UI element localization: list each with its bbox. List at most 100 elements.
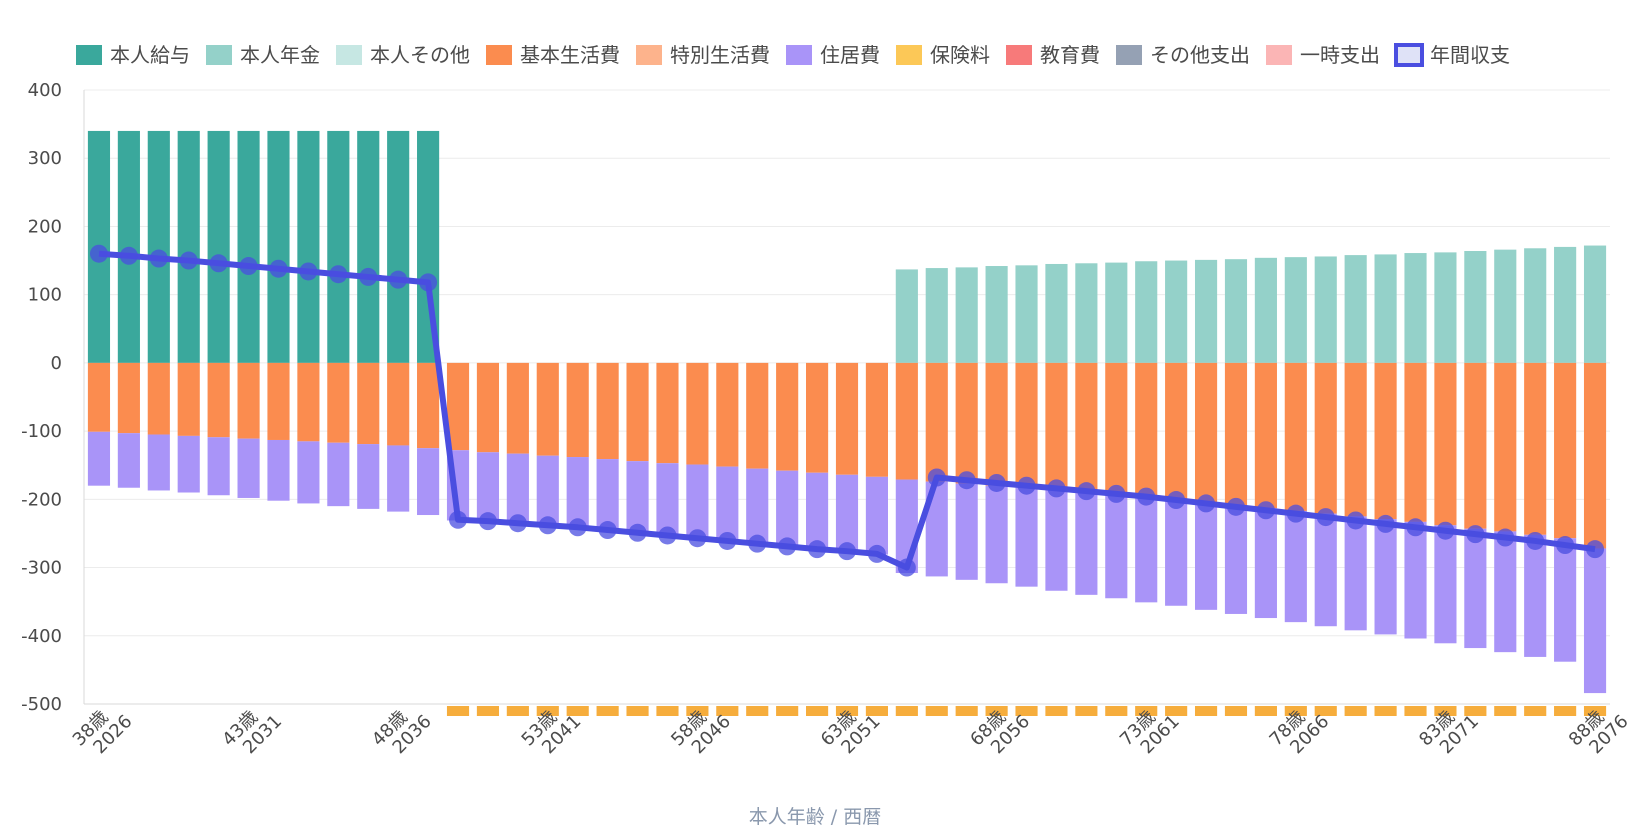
bar-保険料-offscale (1284, 706, 1307, 716)
bar-住居費 (1583, 548, 1607, 694)
bar-基本生活費 (1075, 362, 1098, 494)
y-axis: 400 300 200 100 0 -100 -200 -300 -400 -500 (21, 80, 62, 715)
balance-point (1017, 476, 1036, 495)
balance-point (119, 246, 138, 265)
legend-item[interactable]: 一時支出 (1266, 43, 1380, 67)
bar-保険料-offscale (925, 706, 948, 716)
bar-住居費 (776, 470, 799, 547)
bar-本人給与 (177, 130, 200, 363)
bar-保険料-offscale (1075, 706, 1098, 716)
bar-住居費 (835, 474, 859, 552)
legend-item[interactable]: 本人給与 (76, 43, 190, 67)
bar-住居費 (746, 468, 769, 544)
bar-基本生活費 (1254, 362, 1277, 509)
balance-point (269, 259, 288, 278)
legend-label: 本人給与 (110, 43, 190, 67)
bar-本人年金 (1494, 249, 1517, 363)
bar-住居費 (237, 438, 260, 498)
bar-住居費 (806, 472, 829, 550)
balance-point (1077, 482, 1096, 501)
bar-住居費 (1105, 495, 1128, 599)
balance-point (1286, 504, 1305, 523)
bar-基本生活費 (237, 362, 260, 439)
legend-swatch (1266, 45, 1292, 65)
bar-基本生活費 (716, 362, 739, 467)
bar-保険料-offscale (865, 706, 888, 716)
balance-point (1526, 531, 1545, 550)
bar-住居費 (177, 435, 200, 493)
bar-保険料-offscale (1105, 706, 1128, 716)
bar-基本生活費 (87, 362, 111, 432)
legend-label: その他支出 (1150, 43, 1250, 67)
legend-label: 保険料 (930, 43, 990, 67)
bar-保険料-offscale (1434, 706, 1457, 716)
balance-point (1226, 497, 1245, 516)
balance-point (449, 510, 468, 529)
bar-住居費 (417, 448, 440, 516)
bar-本人給与 (207, 130, 230, 363)
legend-item[interactable]: 年間収支 (1394, 43, 1510, 67)
bar-本人給与 (147, 130, 170, 363)
bar-保険料-offscale (476, 706, 500, 716)
legend-item[interactable]: 特別生活費 (636, 43, 770, 67)
balance-point (808, 540, 827, 559)
bar-基本生活費 (1165, 362, 1188, 501)
bar-基本生活費 (1404, 362, 1427, 522)
bar-基本生活費 (1015, 362, 1038, 488)
balance-point (508, 514, 527, 533)
bar-住居費 (1015, 487, 1038, 587)
balance-point (89, 244, 108, 263)
legend-item[interactable]: 本人その他 (336, 43, 470, 67)
balance-line (89, 244, 1605, 577)
bar-本人年金 (1404, 253, 1427, 363)
bar-住居費 (1284, 510, 1307, 623)
bar-本人年金 (1015, 265, 1038, 363)
bar-保険料-offscale (1254, 706, 1277, 716)
balance-point (1197, 494, 1216, 513)
bar-本人年金 (925, 268, 948, 363)
bar-本人年金 (895, 269, 918, 363)
bar-本人年金 (1524, 248, 1547, 363)
legend-item[interactable]: その他支出 (1116, 43, 1250, 67)
legend-item[interactable]: 住居費 (786, 43, 880, 67)
bar-基本生活費 (626, 362, 649, 462)
bar-基本生活費 (1344, 362, 1367, 517)
y-tick-label: -200 (21, 489, 62, 510)
balance-point (1376, 514, 1395, 533)
bar-保険料-offscale (536, 706, 559, 716)
bar-本人年金 (1284, 257, 1307, 363)
bar-基本生活費 (656, 362, 679, 464)
balance-point (419, 273, 438, 292)
y-tick-label: 200 (28, 216, 62, 237)
bar-住居費 (1314, 513, 1337, 627)
bar-住居費 (1464, 528, 1487, 649)
bar-住居費 (865, 476, 888, 555)
legend-item[interactable]: 保険料 (896, 43, 990, 67)
legend-item[interactable]: 教育費 (1006, 43, 1100, 67)
bar-保険料-offscale (776, 706, 799, 716)
bar-住居費 (1554, 538, 1577, 662)
legend-item[interactable]: 基本生活費 (486, 43, 620, 67)
balance-point (1107, 484, 1126, 503)
bar-保険料-offscale (656, 706, 679, 716)
legend-item[interactable]: 本人年金 (206, 43, 320, 67)
legend-label: 特別生活費 (670, 43, 770, 67)
bar-保険料-offscale (506, 706, 529, 716)
bar-住居費 (117, 433, 140, 488)
balance-point (239, 257, 258, 276)
bar-保険料-offscale (596, 706, 619, 716)
bar-基本生活費 (865, 362, 888, 477)
balance-point (718, 531, 737, 550)
bar-基本生活費 (536, 362, 559, 456)
y-tick-label: 0 (51, 353, 62, 374)
bar-基本生活費 (1524, 362, 1547, 535)
bar-保険料-offscale (1045, 706, 1068, 716)
bar-保険料-offscale (895, 706, 918, 716)
legend-label: 年間収支 (1430, 43, 1510, 67)
bar-住居費 (1374, 519, 1397, 635)
y-tick-label: -400 (21, 626, 62, 647)
legend-label: 住居費 (820, 43, 880, 67)
balance-point (1047, 479, 1066, 498)
